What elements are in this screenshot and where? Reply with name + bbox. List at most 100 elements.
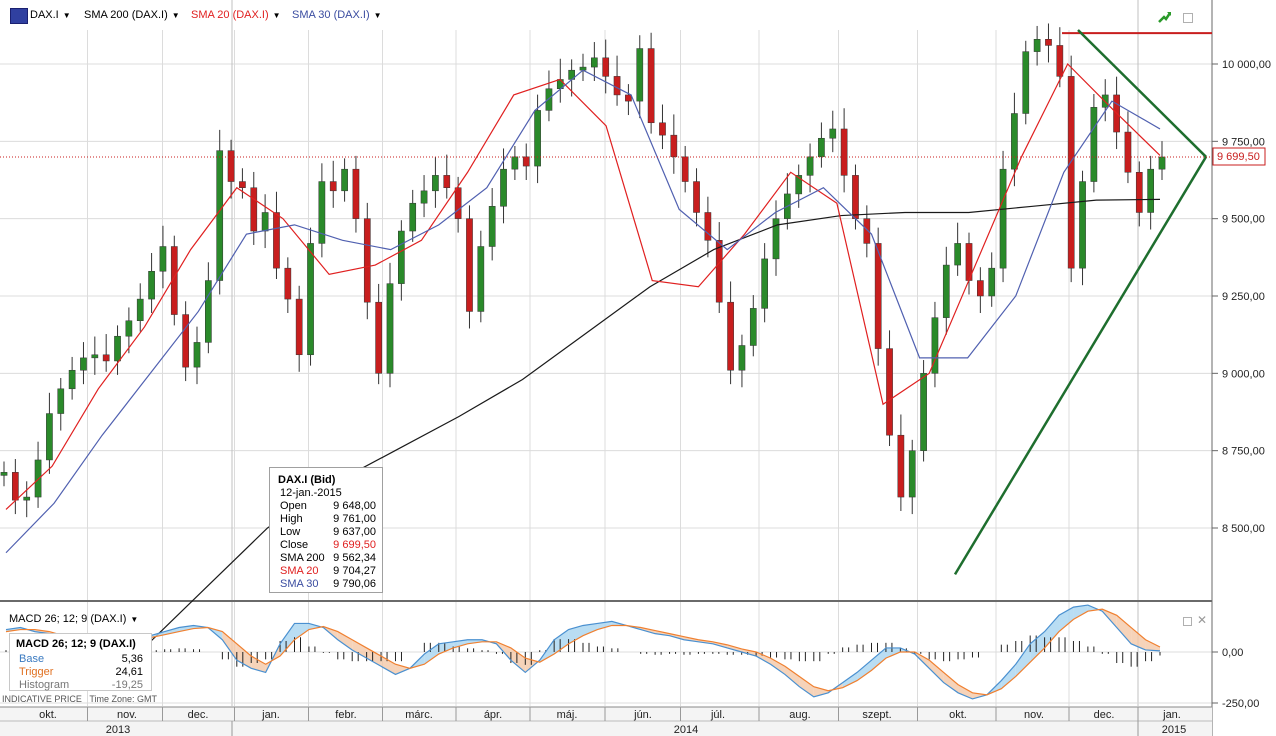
row-value: 9 562,34 (333, 552, 376, 564)
x-month-label: jan. (1162, 709, 1181, 721)
x-month-label: febr. (335, 709, 356, 721)
y-tick-label: 9 750,00 (1222, 136, 1265, 148)
row-value: -19,25 (111, 679, 143, 691)
macd-row-trigger: Trigger 24,61 (19, 666, 143, 679)
chevron-down-icon: ▼ (272, 11, 281, 20)
sma30-label: SMA 30 (DAX.I) (292, 9, 370, 21)
sma200-selector[interactable]: SMA 200 (DAX.I) ▼ (84, 9, 180, 21)
maximize-icon[interactable] (1183, 617, 1192, 626)
macd-fill (395, 664, 410, 675)
candle-body (727, 301, 734, 371)
candle-body (159, 246, 167, 272)
macd-trigger-line (5, 608, 1161, 696)
macd-y-axis: -250,00 0,00 (1212, 647, 1259, 710)
candle-body (829, 128, 837, 139)
candle-body (80, 357, 87, 371)
row-label: Close (280, 539, 309, 551)
candle-body (545, 88, 553, 111)
candle-body (1056, 45, 1064, 77)
macd-fill (280, 623, 295, 657)
infobox-row-low: Low 9 637,00 (280, 526, 378, 539)
candle-body (602, 57, 610, 77)
main-grid (0, 0, 1212, 706)
row-label: Histogram (19, 679, 70, 691)
macd-fill (366, 647, 382, 667)
sma20-line (5, 62, 1161, 510)
candle-body (205, 280, 212, 343)
macd-fill (164, 627, 180, 635)
candle-body (68, 369, 76, 390)
candle-body (795, 175, 803, 195)
candle-body (988, 267, 996, 297)
macd-y-tick-label: 0,00 (1222, 647, 1243, 659)
candle-body (432, 175, 439, 192)
sma20-label: SMA 20 (DAX.I) (191, 9, 269, 21)
x-month-label: dec. (188, 709, 209, 721)
close-icon[interactable]: ✕ (1197, 613, 1208, 627)
y-tick-label: 8 500,00 (1222, 523, 1265, 535)
y-tick-label: 9 000,00 (1222, 368, 1265, 380)
sma20-selector[interactable]: SMA 20 (DAX.I) ▼ (191, 9, 281, 21)
macd-fill (381, 656, 396, 675)
x-month-label: aug. (789, 709, 810, 721)
moving-averages (5, 62, 1161, 653)
x-year-label: 2015 (1162, 724, 1186, 736)
candle-body (977, 280, 984, 297)
candle-body (1135, 172, 1143, 213)
macd-grid (0, 651, 1212, 704)
macd-panel-selector[interactable]: MACD 26; 12; 9 (DAX.I) ▼ (9, 613, 138, 625)
row-value: 5,36 (121, 653, 143, 665)
candle-body (840, 128, 848, 176)
candle-body (352, 168, 360, 219)
candles (0, 23, 1166, 518)
infobox-row-close: Close 9 699,50 (280, 539, 378, 552)
candle-body (261, 212, 269, 232)
row-label: Open (280, 500, 307, 512)
candle-body (57, 388, 65, 414)
candle-body (818, 137, 825, 158)
maximize-icon[interactable] (1183, 13, 1193, 23)
macd-fill (1001, 664, 1016, 689)
trend-arrow-icon[interactable] (1158, 10, 1172, 24)
candle-body (148, 271, 155, 300)
chevron-down-icon: ▼ (62, 11, 71, 20)
candle-body (715, 240, 723, 303)
candle-body (1022, 51, 1030, 114)
candle-body (704, 212, 712, 241)
candle-body (920, 373, 927, 451)
macd-fill (337, 631, 353, 650)
candle-body (897, 434, 905, 498)
candle-body (409, 202, 417, 232)
row-label: Base (19, 653, 45, 665)
instrument-selector[interactable]: DAX.I ▼ (30, 9, 71, 21)
macd-fill (1116, 615, 1132, 644)
legend-bar: DAX.I ▼ SMA 200 (DAX.I) ▼ SMA 20 (DAX.I) ▼ … (0, 0, 1210, 30)
candle-body (329, 181, 337, 192)
y-tick-label: 10 000,00 (1222, 59, 1271, 71)
candle-body (761, 258, 768, 309)
macd-fill (770, 658, 785, 675)
candle-body (647, 48, 655, 124)
candle-body (749, 308, 757, 346)
candle-body (454, 187, 462, 219)
candle-body (942, 264, 950, 318)
candle-body (91, 354, 99, 359)
x-month-label: márc. (405, 709, 433, 721)
macd-fill (929, 660, 944, 683)
candle-body (511, 156, 519, 170)
candle-body (284, 267, 292, 300)
candle-body (318, 181, 326, 244)
sma30-selector[interactable]: SMA 30 (DAX.I) ▼ (292, 9, 382, 21)
macd-base-line (5, 604, 1161, 700)
row-value: 9 790,06 (333, 578, 376, 590)
candle-body (931, 317, 939, 374)
x-month-label: okt. (39, 709, 57, 721)
x-axis: okt. nov. dec. jan. febr. márc. ápr. máj. jún. jú… (0, 706, 1212, 736)
macd-panel-label: MACD 26; 12; 9 (DAX.I) (9, 613, 127, 625)
infobox-row-sma20: SMA 20 9 704,27 (280, 565, 378, 578)
row-label: High (280, 513, 303, 525)
macd-row-histogram: Histogram -19,25 (19, 679, 143, 692)
row-value: 9 761,00 (333, 513, 376, 525)
candle-body (466, 218, 473, 312)
